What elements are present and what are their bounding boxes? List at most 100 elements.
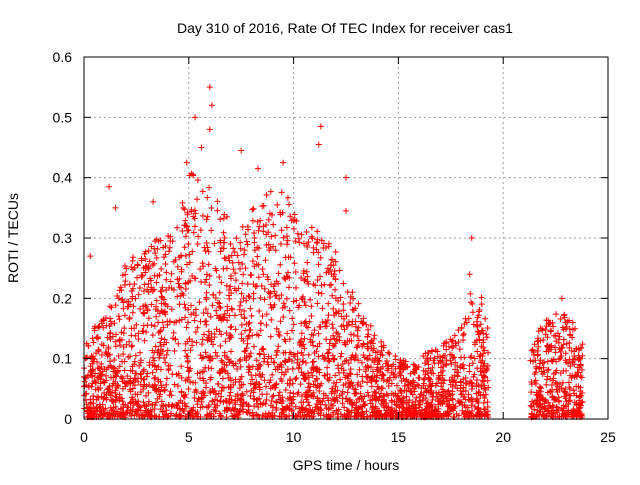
data-point — [136, 285, 143, 292]
data-point — [466, 368, 473, 375]
data-point — [84, 407, 91, 414]
data-point — [100, 317, 107, 324]
data-point — [98, 352, 105, 359]
data-point — [240, 251, 247, 258]
data-point — [261, 377, 268, 384]
data-point — [115, 383, 122, 390]
data-point — [376, 394, 383, 401]
data-point — [339, 400, 346, 407]
data-point — [150, 354, 157, 361]
data-point — [155, 237, 162, 244]
data-point — [141, 281, 148, 288]
data-point — [255, 274, 262, 281]
data-point — [550, 370, 557, 377]
data-point — [333, 407, 340, 414]
data-point — [344, 375, 351, 382]
data-point — [567, 392, 574, 399]
data-point — [308, 369, 315, 376]
data-point — [208, 102, 215, 109]
data-point — [460, 411, 467, 418]
chart-title: Day 310 of 2016, Rate Of TEC Index for r… — [177, 20, 513, 36]
data-point — [316, 369, 323, 376]
data-point — [394, 393, 401, 400]
data-point — [569, 356, 576, 363]
data-point — [269, 211, 276, 218]
data-point — [313, 368, 320, 375]
data-point — [101, 394, 108, 401]
data-point — [152, 343, 159, 350]
data-point — [204, 213, 211, 220]
data-point — [461, 320, 468, 327]
data-point — [103, 350, 110, 357]
data-point — [260, 271, 267, 278]
data-point — [161, 336, 168, 343]
data-point — [391, 407, 398, 414]
data-point — [109, 382, 116, 389]
data-point — [454, 385, 461, 392]
data-point — [269, 393, 276, 400]
data-point — [205, 261, 212, 268]
data-point — [339, 361, 346, 368]
data-point — [261, 285, 268, 292]
data-point — [159, 402, 166, 409]
data-point — [182, 233, 189, 240]
x-tick-label: 5 — [185, 429, 193, 445]
data-point — [543, 317, 550, 324]
data-point — [553, 311, 560, 318]
data-point — [538, 385, 545, 392]
data-point — [459, 363, 466, 370]
axis-ticks: 0 5 10 15 20 25 0 0.1 0.2 0.3 0.4 0.5 0.6 — [53, 49, 616, 445]
data-point — [121, 312, 128, 319]
data-point — [434, 353, 441, 360]
data-point — [202, 318, 209, 325]
data-point — [114, 293, 121, 300]
data-point — [232, 360, 239, 367]
data-point — [440, 352, 447, 359]
data-point — [161, 308, 168, 315]
data-point — [218, 357, 225, 364]
data-point — [234, 252, 241, 259]
data-point — [350, 385, 357, 392]
data-point — [264, 359, 271, 366]
data-point — [563, 340, 570, 347]
data-point — [162, 359, 169, 366]
data-point — [422, 411, 429, 418]
data-point — [178, 252, 185, 259]
data-point — [307, 336, 314, 343]
data-point — [400, 366, 407, 373]
data-point — [263, 311, 270, 318]
data-point — [224, 303, 231, 310]
data-point — [267, 402, 274, 409]
data-point — [285, 284, 292, 291]
data-point — [544, 389, 551, 396]
x-tick-label: 10 — [286, 429, 302, 445]
data-point — [420, 382, 427, 389]
data-point — [226, 295, 233, 302]
data-point — [413, 404, 420, 411]
data-point — [211, 330, 218, 337]
data-point — [137, 305, 144, 312]
data-point — [459, 401, 466, 408]
data-point — [484, 325, 491, 332]
data-point — [536, 384, 543, 391]
data-point — [348, 407, 355, 414]
data-point — [199, 260, 206, 267]
data-point — [537, 401, 544, 408]
data-point — [232, 270, 239, 277]
data-point — [175, 340, 182, 347]
data-point — [555, 336, 562, 343]
data-point — [185, 227, 192, 234]
data-point — [256, 380, 263, 387]
data-point — [530, 358, 537, 365]
data-point — [480, 399, 487, 406]
data-point — [268, 233, 275, 240]
data-point — [542, 404, 549, 411]
x-tick-label: 20 — [495, 429, 511, 445]
data-point — [143, 329, 150, 336]
data-point — [218, 279, 225, 286]
data-point — [206, 272, 213, 279]
data-point — [340, 280, 347, 287]
data-point — [535, 337, 542, 344]
data-point — [386, 374, 393, 381]
data-point — [206, 184, 213, 191]
